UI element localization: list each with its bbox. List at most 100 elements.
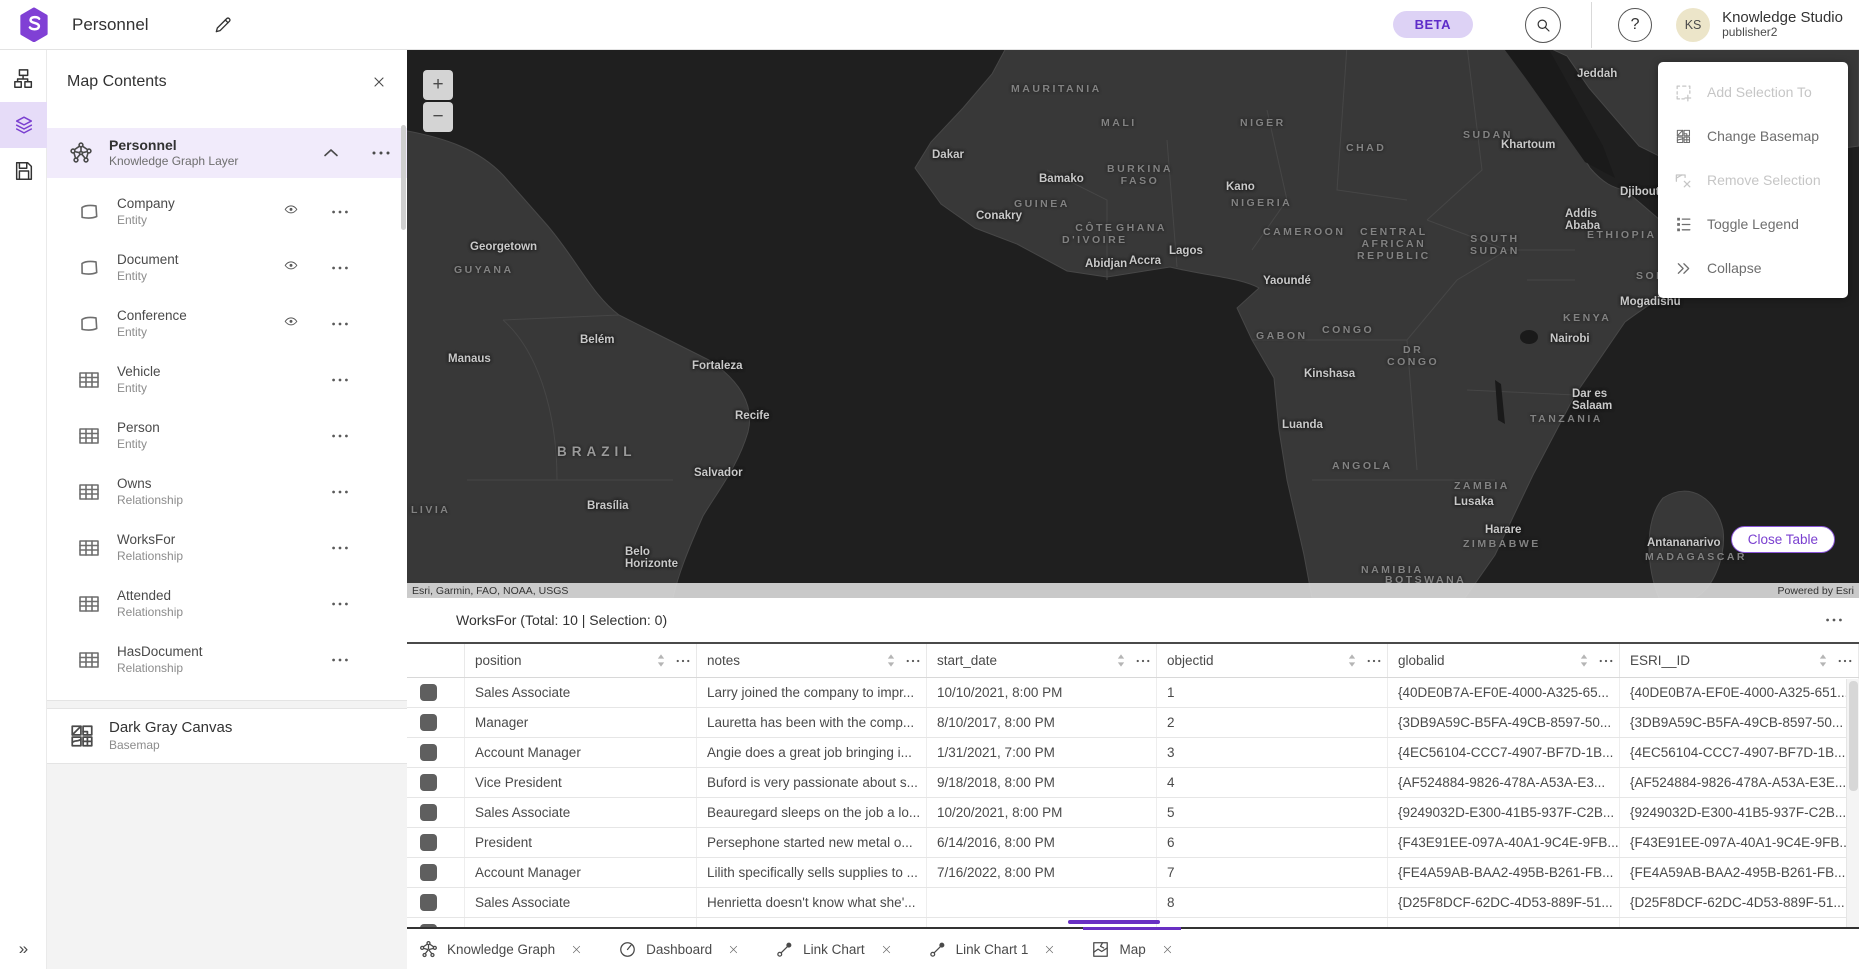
tab-map[interactable]: Map	[1083, 927, 1181, 969]
tab-close-icon[interactable]	[1044, 944, 1055, 955]
table-options-icon[interactable]	[1823, 609, 1845, 631]
column-label: start_date	[937, 653, 998, 668]
zoom-in-button[interactable]: +	[423, 70, 453, 100]
basemap-item[interactable]: Dark Gray Canvas Basemap	[47, 708, 407, 764]
column-header-notes[interactable]: notes	[697, 644, 927, 677]
row-checkbox[interactable]	[420, 804, 437, 821]
layer-item-company[interactable]: Company Entity	[47, 184, 407, 240]
layer-options-icon[interactable]	[329, 369, 351, 391]
tab-knowledge-graph[interactable]: Knowledge Graph	[419, 929, 582, 969]
sort-icon[interactable]	[656, 653, 666, 668]
layer-item-conference[interactable]: Conference Entity	[47, 296, 407, 352]
column-header-globalid[interactable]: globalid	[1388, 644, 1620, 677]
table-cell: {4EC56104-CCC7-4907-BF7D-1B...	[1388, 738, 1620, 767]
tab-close-icon[interactable]	[571, 944, 582, 955]
layer-item-attended[interactable]: Attended Relationship	[47, 576, 407, 632]
visibility-eye-icon[interactable]	[281, 205, 301, 219]
layer-options-icon[interactable]	[329, 201, 351, 223]
sort-icon[interactable]	[1579, 653, 1589, 668]
tab-link-chart-1[interactable]: Link Chart 1	[928, 929, 1056, 969]
layer-options-icon[interactable]	[329, 425, 351, 447]
table-icon	[77, 424, 101, 448]
column-header-objectid[interactable]: objectid	[1157, 644, 1388, 677]
sort-icon[interactable]	[1347, 653, 1357, 668]
tab-label: Link Chart 1	[955, 941, 1029, 957]
column-header-position[interactable]: position	[465, 644, 697, 677]
menu-item-change-basemap[interactable]: Change Basemap	[1658, 114, 1848, 158]
chevron-up-icon[interactable]	[319, 141, 343, 165]
column-options-icon[interactable]	[1597, 652, 1615, 670]
search-button[interactable]	[1525, 6, 1562, 43]
column-options-icon[interactable]	[1836, 652, 1854, 670]
tab-dashboard[interactable]: Dashboard	[618, 929, 739, 969]
tab-link-chart[interactable]: Link Chart	[775, 929, 892, 969]
zoom-out-button[interactable]: −	[423, 102, 453, 132]
layer-options-icon[interactable]	[329, 313, 351, 335]
row-checkbox[interactable]	[420, 864, 437, 881]
sort-icon[interactable]	[886, 653, 896, 668]
expand-panel-button[interactable]: »	[18, 939, 29, 958]
close-table-button[interactable]: Close Table	[1730, 526, 1835, 553]
sort-icon[interactable]	[1818, 653, 1828, 668]
layer-item-hasdocument[interactable]: HasDocument Relationship	[47, 632, 407, 688]
layer-type: Relationship	[117, 604, 184, 619]
layer-item-worksfor[interactable]: WorksFor Relationship	[47, 520, 407, 576]
attribute-table: WorksFor (Total: 10 | Selection: 0) posi…	[407, 598, 1859, 929]
visibility-eye-icon[interactable]	[281, 261, 301, 275]
table-row: Account Manager Lilith specifically sells…	[407, 858, 1859, 888]
column-options-icon[interactable]	[674, 652, 692, 670]
tab-close-icon[interactable]	[728, 944, 739, 955]
layer-options-icon[interactable]	[329, 537, 351, 559]
menu-item-toggle-legend[interactable]: Toggle Legend	[1658, 202, 1848, 246]
account-name: Knowledge Studio	[1722, 8, 1843, 26]
toolbar-item-layers[interactable]	[0, 102, 47, 148]
toolbar-item-hierarchy[interactable]	[0, 56, 47, 102]
layer-options-icon[interactable]	[329, 257, 351, 279]
basemap-icon	[69, 723, 95, 749]
group-options-icon[interactable]	[369, 141, 393, 165]
panel-scrollbar[interactable]	[401, 125, 406, 230]
layer-name: Document	[117, 252, 179, 268]
row-checkbox[interactable]	[420, 894, 437, 911]
toolbar-item-save[interactable]	[0, 148, 47, 194]
column-options-icon[interactable]	[1134, 652, 1152, 670]
layer-name: Company	[117, 196, 175, 212]
close-panel-icon[interactable]	[371, 74, 387, 90]
help-button[interactable]: ?	[1618, 7, 1653, 42]
column-header-start_date[interactable]: start_date	[927, 644, 1157, 677]
table-cell: {FE4A59AB-BAA2-495B-B261-FB...	[1388, 858, 1620, 887]
table-horizontal-scrollbar[interactable]	[1068, 920, 1160, 924]
sort-icon[interactable]	[1116, 653, 1126, 668]
layer-item-document[interactable]: Document Entity	[47, 240, 407, 296]
layer-options-icon[interactable]	[329, 481, 351, 503]
menu-item-collapse[interactable]: Collapse	[1658, 246, 1848, 290]
row-checkbox[interactable]	[420, 834, 437, 851]
layer-group-personnel[interactable]: Personnel Knowledge Graph Layer	[47, 128, 407, 178]
layer-options-icon[interactable]	[329, 593, 351, 615]
edit-title-icon[interactable]	[213, 15, 233, 35]
account-info[interactable]: Knowledge Studio publisher2	[1722, 9, 1843, 40]
tab-close-icon[interactable]	[881, 944, 892, 955]
layer-type: Entity	[117, 436, 148, 451]
layer-item-person[interactable]: Person Entity	[47, 408, 407, 464]
layer-item-owns[interactable]: Owns Relationship	[47, 464, 407, 520]
layer-item-vehicle[interactable]: Vehicle Entity	[47, 352, 407, 408]
row-checkbox[interactable]	[420, 714, 437, 731]
layer-labels: Company Entity	[117, 195, 267, 228]
column-options-icon[interactable]	[1365, 652, 1383, 670]
tab-close-icon[interactable]	[1162, 944, 1173, 955]
layer-options-icon[interactable]	[329, 649, 351, 671]
table-cell	[1388, 918, 1620, 927]
table-cell	[927, 888, 1157, 917]
row-checkbox[interactable]	[420, 684, 437, 701]
row-checkbox[interactable]	[420, 744, 437, 761]
map-view[interactable]: Jeddah Khartoum Dakar Bamako Kano Conakry Abid…	[407, 50, 1859, 598]
table-vertical-scrollbar[interactable]	[1846, 679, 1859, 927]
avatar[interactable]: KS	[1676, 7, 1711, 42]
column-options-icon[interactable]	[904, 652, 922, 670]
row-checkbox[interactable]	[420, 774, 437, 791]
layer-name: WorksFor	[117, 532, 176, 548]
column-header-esri__id[interactable]: ESRI__ID	[1620, 644, 1859, 677]
visibility-eye-icon[interactable]	[281, 317, 301, 331]
row-checkbox[interactable]	[420, 924, 437, 927]
